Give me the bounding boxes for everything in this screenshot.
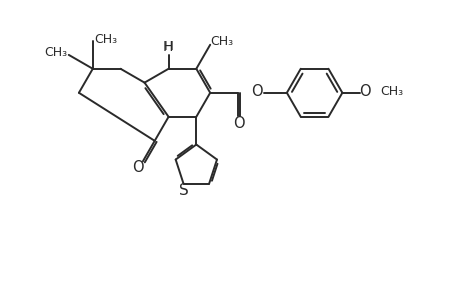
Text: CH₃: CH₃: [210, 35, 233, 48]
Text: H: H: [162, 40, 173, 54]
Text: O: O: [359, 84, 370, 99]
Text: O: O: [132, 160, 144, 175]
Text: S: S: [178, 183, 188, 198]
Text: O: O: [233, 116, 244, 131]
Text: CH₃: CH₃: [94, 32, 117, 46]
Text: CH₃: CH₃: [380, 85, 403, 98]
Text: CH₃: CH₃: [44, 46, 67, 59]
Text: H: H: [163, 40, 173, 53]
Text: O: O: [251, 84, 263, 99]
